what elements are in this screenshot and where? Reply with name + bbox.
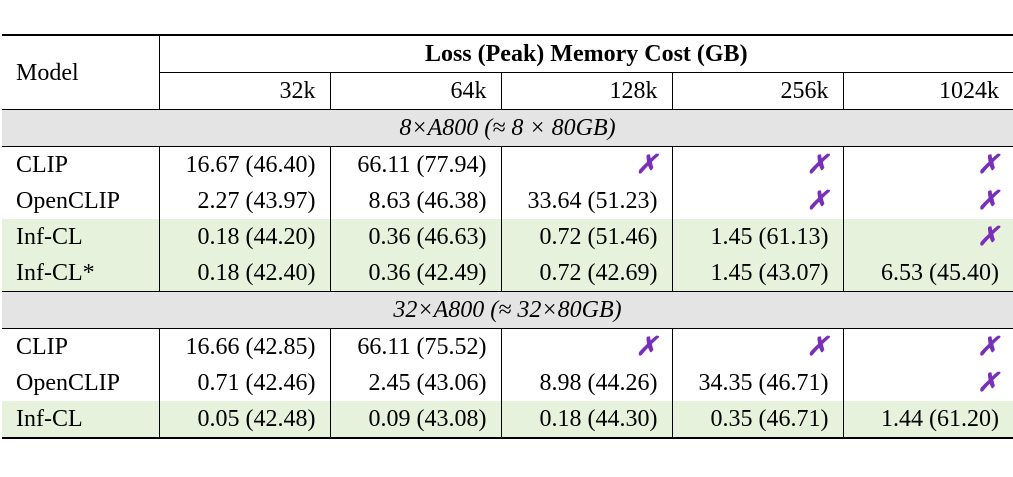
table-row: OpenCLIP 2.27 (43.97) 8.63 (46.38) 33.64… — [2, 183, 1013, 219]
table-cell: 0.71 (42.46) — [159, 365, 331, 401]
group-header-32xA800: 32×A800 (≈ 32×80GB) — [2, 291, 1013, 329]
table-row: CLIP 16.67 (46.40) 66.11 (77.94) ✗ ✗ ✗ — [2, 146, 1013, 183]
cross-icon: ✗ — [977, 150, 1000, 179]
table-cell: 6.53 (45.40) — [843, 255, 1013, 292]
table-cell: 0.05 (42.48) — [159, 401, 331, 439]
column-header-1024k: 1024k — [843, 72, 1013, 110]
column-header-256k: 256k — [672, 72, 844, 110]
table-title: Loss (Peak) Memory Cost (GB) — [159, 34, 1013, 73]
table-cell: 33.64 (51.23) — [501, 183, 673, 219]
memory-cost-table: Model Loss (Peak) Memory Cost (GB) 32k 6… — [2, 34, 1013, 439]
model-header: Model — [2, 34, 160, 110]
table-cell: 8.98 (44.26) — [501, 365, 673, 401]
model-name: OpenCLIP — [2, 183, 160, 219]
column-header-64k: 64k — [330, 72, 502, 110]
cross-icon: ✗ — [977, 186, 1000, 215]
table-cell: 16.67 (46.40) — [159, 146, 331, 183]
table-cell: 16.66 (42.85) — [159, 328, 331, 365]
table-cell: 66.11 (75.52) — [330, 328, 502, 365]
table-cell: 0.36 (46.63) — [330, 219, 502, 255]
table-row: OpenCLIP 0.71 (42.46) 2.45 (43.06) 8.98 … — [2, 365, 1013, 401]
group-label: 8×A800 (≈ 8 × 80GB) — [2, 109, 1013, 147]
model-name: Inf-CL — [2, 401, 160, 439]
cross-icon: ✗ — [843, 219, 1013, 255]
table-cell: 34.35 (46.71) — [672, 365, 844, 401]
model-name: Inf-CL* — [2, 255, 160, 292]
cross-icon: ✗ — [672, 146, 844, 183]
table-cell: 0.18 (42.40) — [159, 255, 331, 292]
cross-icon: ✗ — [501, 328, 673, 365]
group-header-8xA800: 8×A800 (≈ 8 × 80GB) — [2, 109, 1013, 147]
table-row: CLIP 16.66 (42.85) 66.11 (75.52) ✗ ✗ ✗ — [2, 328, 1013, 365]
table-cell: 1.45 (61.13) — [672, 219, 844, 255]
table-cell: 1.45 (43.07) — [672, 255, 844, 292]
table-cell: 0.36 (42.49) — [330, 255, 502, 292]
cross-icon: ✗ — [672, 183, 844, 219]
column-header-128k: 128k — [501, 72, 673, 110]
table-cell: 8.63 (46.38) — [330, 183, 502, 219]
table-cell: 66.11 (77.94) — [330, 146, 502, 183]
model-name: CLIP — [2, 146, 160, 183]
table-cell: 0.72 (51.46) — [501, 219, 673, 255]
cross-icon: ✗ — [977, 368, 1000, 397]
table-row-highlighted: Inf-CL* 0.18 (42.40) 0.36 (42.49) 0.72 (… — [2, 255, 1013, 292]
cross-icon: ✗ — [501, 146, 673, 183]
table-cell: 0.18 (44.30) — [501, 401, 673, 439]
table-cell: 0.18 (44.20) — [159, 219, 331, 255]
table-cell: 1.44 (61.20) — [843, 401, 1013, 439]
model-name: Inf-CL — [2, 219, 160, 255]
table-cell: 0.09 (43.08) — [330, 401, 502, 439]
column-header-32k: 32k — [159, 72, 331, 110]
model-name: CLIP — [2, 328, 160, 365]
cross-icon: ✗ — [977, 332, 1000, 361]
table-row-highlighted: Inf-CL 0.18 (44.20) 0.36 (46.63) 0.72 (5… — [2, 219, 1013, 255]
header-row-title: Model Loss (Peak) Memory Cost (GB) — [2, 34, 1013, 110]
table-cell: 2.45 (43.06) — [330, 365, 502, 401]
cross-icon: ✗ — [672, 328, 844, 365]
table-row-highlighted: Inf-CL 0.05 (42.48) 0.09 (43.08) 0.18 (4… — [2, 401, 1013, 439]
table-cell: 2.27 (43.97) — [159, 183, 331, 219]
model-name: OpenCLIP — [2, 365, 160, 401]
header-row-columns: 32k 64k 128k 256k 1024k — [2, 72, 1013, 110]
table-cell: 0.35 (46.71) — [672, 401, 844, 439]
table-cell: 0.72 (42.69) — [501, 255, 673, 292]
group-label: 32×A800 (≈ 32×80GB) — [2, 291, 1013, 329]
